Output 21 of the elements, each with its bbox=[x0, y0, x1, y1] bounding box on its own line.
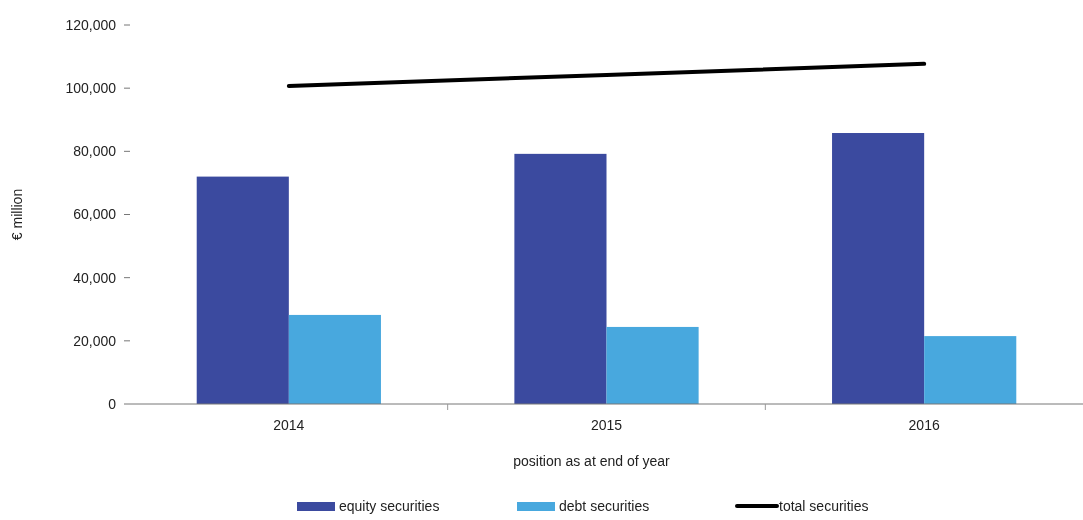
y-tick-label: 40,000 bbox=[73, 269, 117, 286]
x-tick-label: 2016 bbox=[908, 417, 940, 433]
x-axis-title: position as at end of year bbox=[513, 453, 671, 469]
bar bbox=[514, 153, 607, 404]
bar bbox=[832, 133, 925, 404]
bar bbox=[288, 314, 381, 404]
bar bbox=[924, 336, 1017, 404]
y-tick-label: 80,000 bbox=[73, 143, 117, 160]
bar bbox=[196, 176, 289, 404]
y-tick-label: 20,000 bbox=[73, 332, 117, 349]
x-tick-label: 2014 bbox=[273, 417, 305, 433]
bar bbox=[606, 326, 699, 404]
x-tick-label: 2015 bbox=[590, 417, 623, 433]
y-axis-title: € million bbox=[9, 188, 25, 241]
legend-label: equity securities bbox=[339, 498, 440, 514]
y-tick-label: 100,000 bbox=[65, 80, 117, 97]
y-tick-label: 60,000 bbox=[73, 206, 117, 223]
y-tick-label: 0 bbox=[108, 395, 117, 412]
legend-label: total securities bbox=[779, 498, 869, 514]
y-tick-label: 120,000 bbox=[65, 16, 117, 33]
legend-label: debt securities bbox=[559, 498, 650, 514]
